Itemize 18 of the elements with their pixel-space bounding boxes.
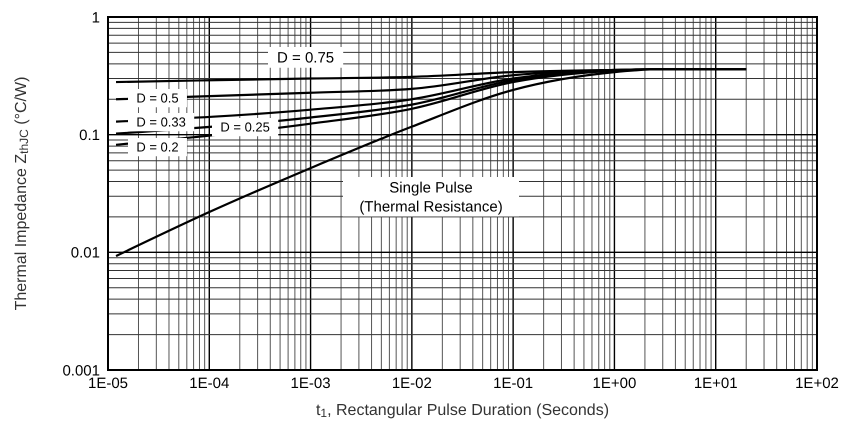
x-tick-label: 1E+00 [592, 375, 636, 392]
x-tick-label: 1E-02 [392, 375, 432, 392]
x-tick-label: 1E-05 [88, 375, 128, 392]
series-label: D = 0.25 [220, 120, 270, 135]
y-tick-label: 0.01 [70, 244, 100, 262]
series-label: D = 0.5 [136, 90, 179, 106]
x-tick-label: 1E-01 [493, 375, 534, 392]
y-tick-label: 0.1 [79, 126, 100, 144]
x-tick-label: 1E-04 [189, 375, 230, 392]
series-label: D = 0.75 [277, 50, 334, 67]
y-tick-label: 1 [92, 9, 100, 26]
series-label: Single Pulse (Thermal Resistance) [359, 180, 503, 216]
series-label: D = 0.2 [136, 140, 179, 155]
series-label: D = 0.33 [136, 114, 186, 130]
x-axis-title: t$_{1}$, Rectangular Pulse Duration (Seconds) [316, 402, 610, 420]
x-tick-label: 1E+02 [795, 375, 839, 392]
x-tick-label: 1E+01 [694, 375, 738, 392]
x-tick-label: 1E-03 [290, 375, 331, 392]
